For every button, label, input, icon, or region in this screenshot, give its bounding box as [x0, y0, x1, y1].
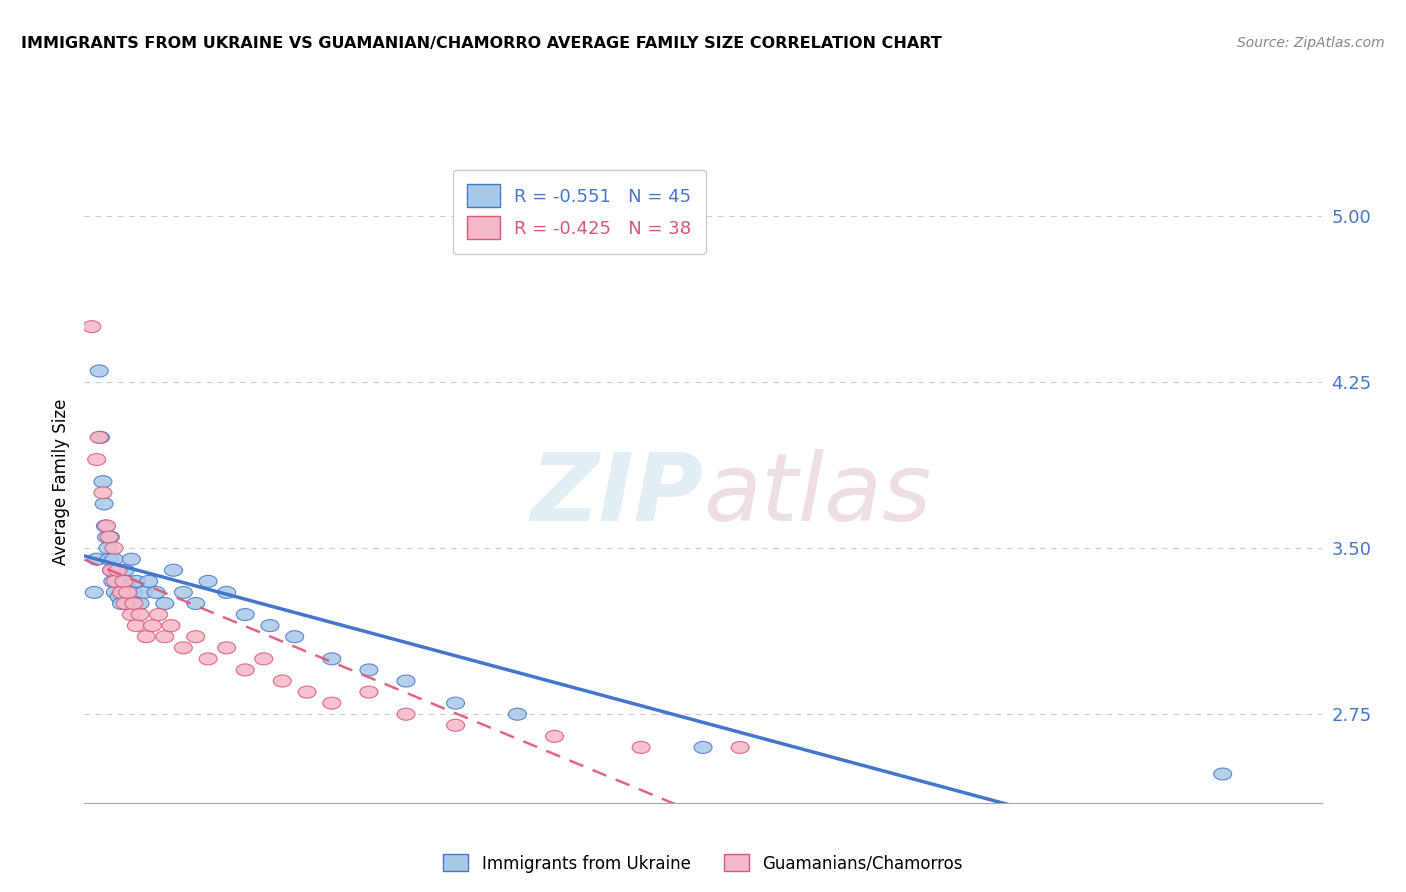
- Text: atlas: atlas: [703, 449, 931, 540]
- Legend: R = -0.551   N = 45, R = -0.425   N = 38: R = -0.551 N = 45, R = -0.425 N = 38: [453, 169, 706, 254]
- Legend: Immigrants from Ukraine, Guamanians/Chamorros: Immigrants from Ukraine, Guamanians/Cham…: [437, 847, 969, 880]
- Text: Source: ZipAtlas.com: Source: ZipAtlas.com: [1237, 36, 1385, 50]
- Text: ZIP: ZIP: [530, 449, 703, 541]
- Y-axis label: Average Family Size: Average Family Size: [52, 399, 70, 565]
- Text: IMMIGRANTS FROM UKRAINE VS GUAMANIAN/CHAMORRO AVERAGE FAMILY SIZE CORRELATION CH: IMMIGRANTS FROM UKRAINE VS GUAMANIAN/CHA…: [21, 36, 942, 51]
